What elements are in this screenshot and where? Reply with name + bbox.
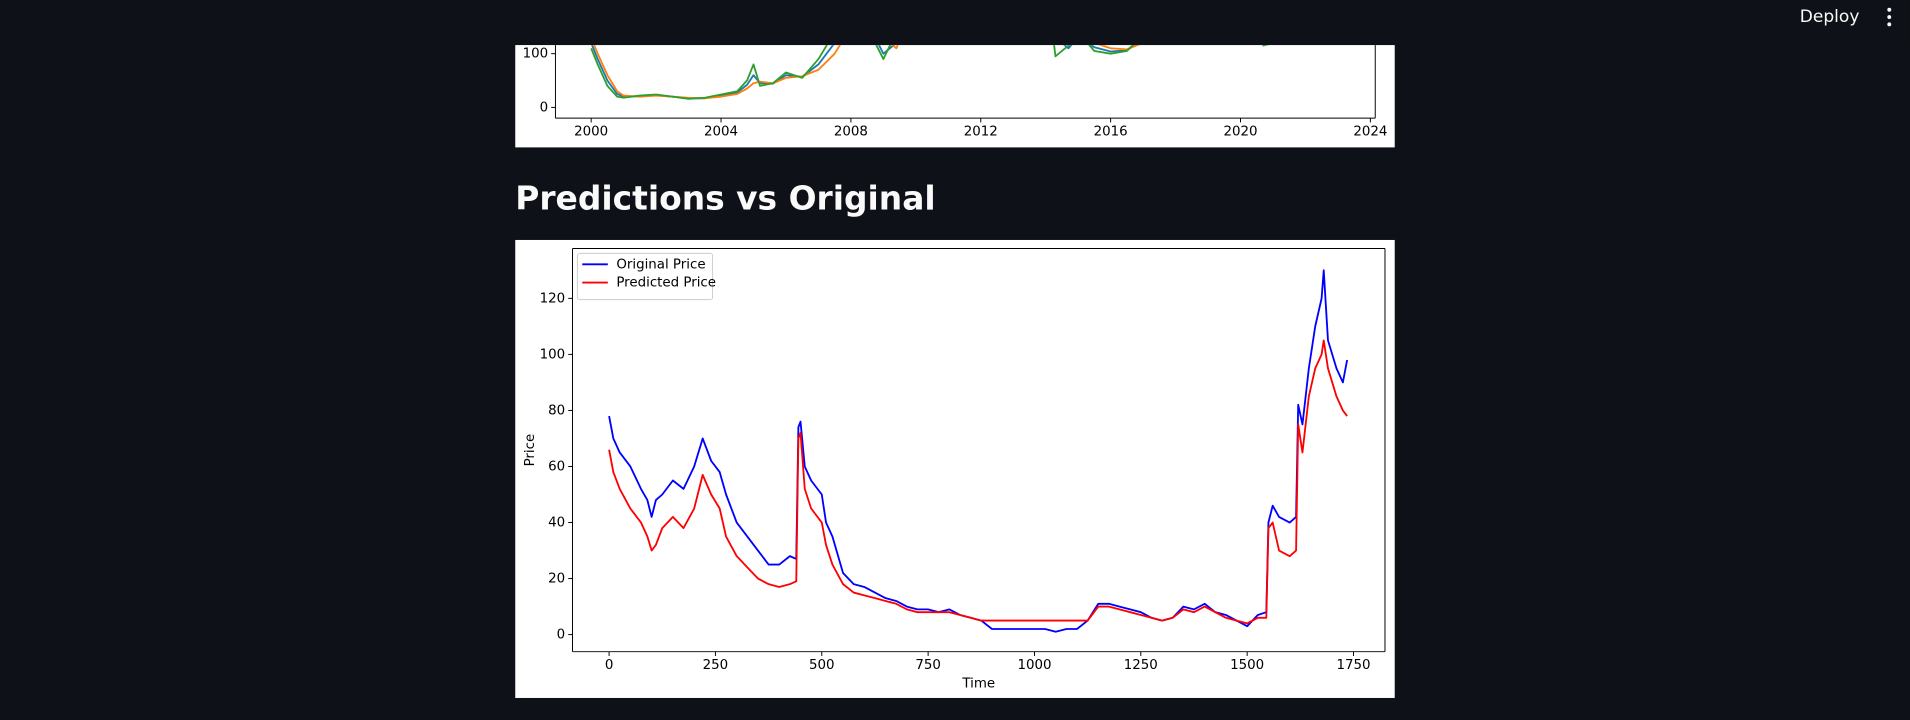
y-tick-label: 0 [540, 100, 549, 115]
menu-dot [1887, 22, 1892, 27]
data-line [608, 339, 1348, 625]
y-tick-label: 120 [540, 291, 566, 306]
plot-area [608, 269, 1349, 633]
menu-dot [1887, 7, 1892, 12]
x-tick-label: 2020 [1223, 125, 1257, 140]
y-tick-label: 100 [523, 47, 549, 62]
y-tick-label: 80 [548, 403, 565, 418]
plot-area [590, 45, 1270, 100]
x-tick-label: 2004 [704, 125, 738, 140]
scene: Deploy Predictions vs Original 2000 2004 2… [0, 0, 1910, 698]
section-heading: Predictions vs Original [515, 178, 935, 217]
legend: Original Price Predicted Price [576, 252, 716, 301]
menu-button[interactable] [1887, 7, 1892, 27]
x-tick-label: 1750 [1336, 658, 1370, 673]
x-tick-label: 2012 [964, 125, 998, 140]
x-tick-label: 0 [605, 658, 614, 673]
x-tick-label: 1250 [1124, 658, 1158, 673]
x-tick-label: 750 [915, 658, 941, 673]
menu-dot [1887, 15, 1892, 20]
y-tick-label: 40 [548, 516, 565, 531]
chart: 2000 2004 2008 2012 2016 2020 2024 0 100 [523, 45, 1387, 140]
chart: 0 250 500 750 1000 1250 1500 1750 0 20 40 60 80 100 12… [523, 248, 1386, 691]
chart-panel [515, 239, 1395, 698]
x-tick-label: 2000 [574, 125, 608, 140]
x-tick-label: 500 [809, 658, 835, 673]
legend-label: Predicted Price [616, 276, 716, 291]
x-tick-label: 2024 [1353, 125, 1387, 140]
x-tick-label: 250 [703, 658, 729, 673]
chart-panel [515, 36, 1395, 148]
y-tick-label: 100 [540, 347, 566, 362]
x-tick-label: 1000 [1017, 658, 1051, 673]
y-tick-label: 60 [548, 459, 565, 474]
x-tick-label: 1500 [1230, 658, 1264, 673]
y-axis-label: Price [523, 434, 538, 467]
x-axis-label: Time [961, 676, 995, 691]
y-tick-label: 20 [548, 572, 565, 587]
y-tick-label: 0 [557, 628, 566, 643]
legend-box [576, 252, 714, 301]
header-bar [0, 0, 1910, 46]
deploy-button[interactable]: Deploy [1800, 7, 1860, 27]
x-tick-label: 2016 [1094, 125, 1128, 140]
legend-label: Original Price [616, 257, 705, 272]
x-tick-label: 2008 [834, 125, 868, 140]
data-line [590, 45, 1270, 100]
